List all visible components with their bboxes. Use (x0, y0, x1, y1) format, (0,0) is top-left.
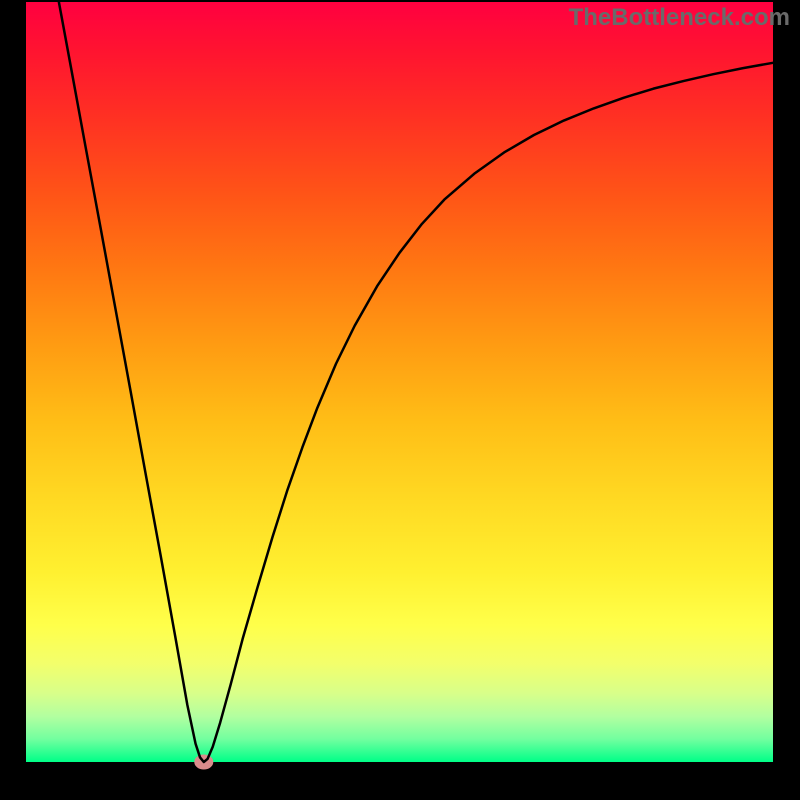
bottleneck-chart (0, 0, 800, 800)
chart-background (26, 2, 773, 762)
chart-container: TheBottleneck.com (0, 0, 800, 800)
watermark-text: TheBottleneck.com (569, 4, 790, 32)
